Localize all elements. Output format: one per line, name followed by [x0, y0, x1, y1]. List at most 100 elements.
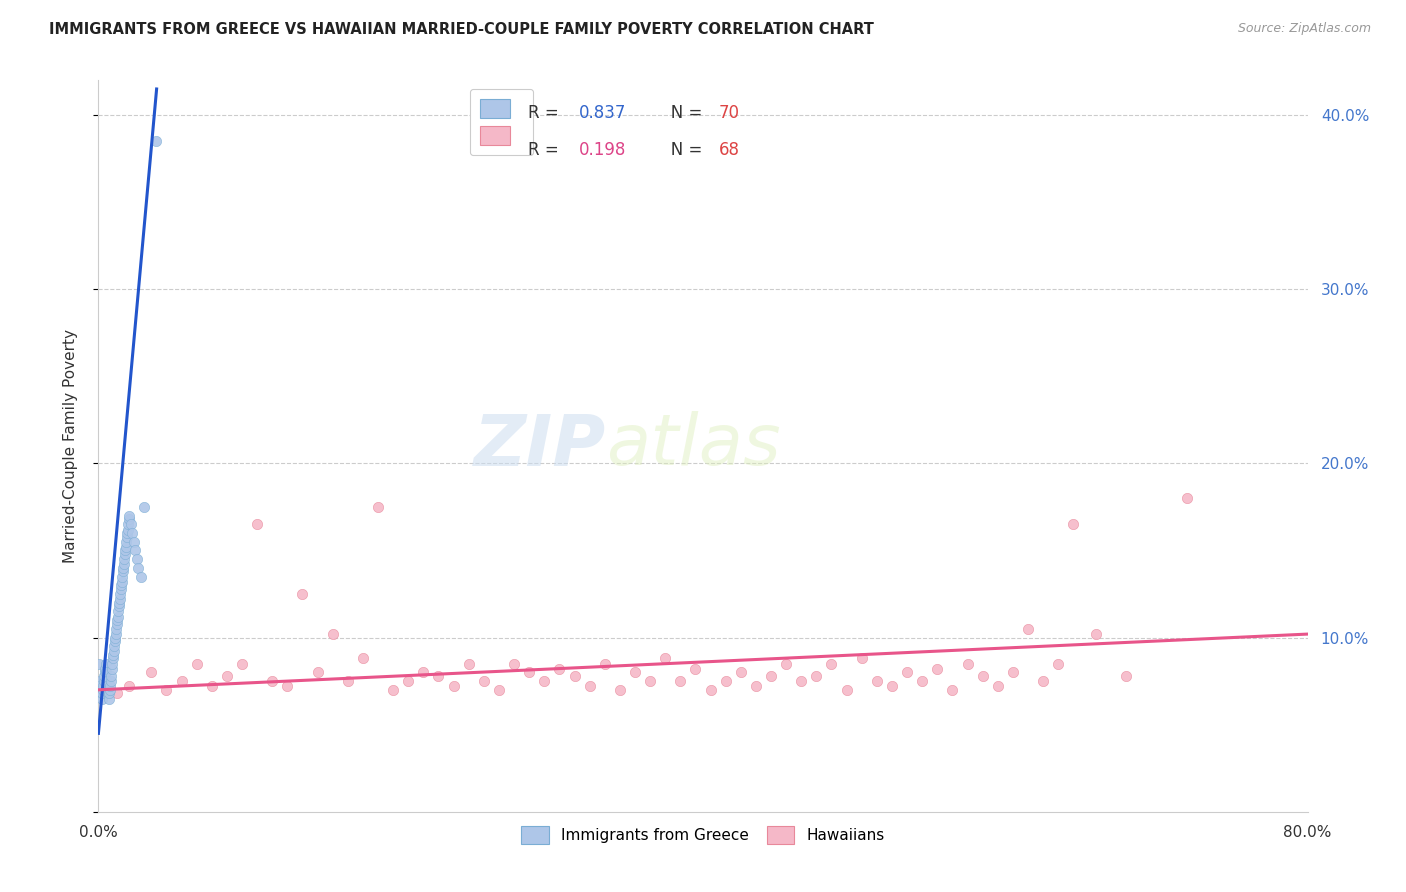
- Point: [307, 665, 329, 680]
- Point: [105, 616, 128, 631]
- Text: N =: N =: [655, 104, 707, 122]
- Point: [1017, 622, 1039, 636]
- Point: [593, 657, 616, 671]
- Point: [110, 578, 132, 592]
- Point: [745, 679, 768, 693]
- Text: 0.837: 0.837: [578, 104, 626, 122]
- Point: [201, 679, 224, 693]
- Point: [291, 587, 314, 601]
- Point: [186, 657, 208, 671]
- Point: [115, 534, 138, 549]
- Point: [100, 669, 122, 683]
- Point: [117, 523, 139, 537]
- Point: [91, 686, 114, 700]
- Point: [111, 574, 134, 589]
- Text: atlas: atlas: [606, 411, 780, 481]
- Point: [112, 558, 135, 572]
- Point: [1032, 674, 1054, 689]
- Point: [322, 627, 344, 641]
- Point: [457, 657, 479, 671]
- Point: [89, 674, 111, 689]
- Point: [105, 622, 128, 636]
- Point: [609, 682, 631, 697]
- Point: [118, 508, 141, 523]
- Point: [129, 569, 152, 583]
- Point: [90, 691, 112, 706]
- Point: [91, 679, 114, 693]
- Point: [97, 682, 120, 697]
- Point: [352, 651, 374, 665]
- Legend: Immigrants from Greece, Hawaiians: Immigrants from Greece, Hawaiians: [513, 819, 893, 852]
- Point: [93, 669, 115, 683]
- Point: [1085, 627, 1108, 641]
- Point: [108, 599, 131, 614]
- Point: [215, 669, 238, 683]
- Point: [956, 657, 979, 671]
- Point: [472, 674, 495, 689]
- Point: [91, 682, 114, 697]
- Point: [533, 674, 555, 689]
- Point: [517, 665, 540, 680]
- Point: [503, 657, 526, 671]
- Point: [1115, 669, 1137, 683]
- Point: [90, 682, 112, 697]
- Text: N =: N =: [655, 141, 707, 159]
- Point: [100, 662, 122, 676]
- Point: [564, 669, 586, 683]
- Point: [714, 674, 737, 689]
- Point: [654, 651, 676, 665]
- Point: [896, 665, 918, 680]
- Point: [98, 679, 121, 693]
- Point: [382, 682, 405, 697]
- Point: [121, 526, 143, 541]
- Point: [107, 604, 129, 618]
- Point: [117, 526, 139, 541]
- Point: [548, 662, 571, 676]
- Point: [927, 662, 949, 676]
- Text: IMMIGRANTS FROM GREECE VS HAWAIIAN MARRIED-COUPLE FAMILY POVERTY CORRELATION CHA: IMMIGRANTS FROM GREECE VS HAWAIIAN MARRI…: [49, 22, 875, 37]
- Point: [104, 631, 127, 645]
- Point: [112, 552, 135, 566]
- Point: [94, 657, 117, 671]
- Point: [93, 674, 115, 689]
- Point: [112, 561, 135, 575]
- Point: [1175, 491, 1198, 506]
- Point: [127, 561, 149, 575]
- Point: [1047, 657, 1070, 671]
- Point: [124, 543, 146, 558]
- Point: [110, 587, 132, 601]
- Text: ZIP: ZIP: [474, 411, 606, 481]
- Text: 70: 70: [718, 104, 740, 122]
- Point: [851, 651, 873, 665]
- Point: [111, 569, 134, 583]
- Point: [759, 669, 782, 683]
- Point: [110, 582, 132, 596]
- Point: [367, 500, 389, 514]
- Point: [972, 669, 994, 683]
- Point: [624, 665, 647, 680]
- Point: [94, 665, 117, 680]
- Point: [96, 679, 118, 693]
- Point: [170, 674, 193, 689]
- Text: Source: ZipAtlas.com: Source: ZipAtlas.com: [1237, 22, 1371, 36]
- Point: [638, 674, 661, 689]
- Point: [117, 517, 139, 532]
- Point: [443, 679, 465, 693]
- Point: [115, 540, 138, 554]
- Point: [118, 679, 141, 693]
- Point: [105, 686, 128, 700]
- Point: [276, 679, 298, 693]
- Point: [396, 674, 419, 689]
- Point: [120, 517, 142, 532]
- Point: [101, 651, 124, 665]
- Point: [104, 634, 127, 648]
- Point: [880, 679, 903, 693]
- Point: [730, 665, 752, 680]
- Point: [107, 609, 129, 624]
- Point: [103, 644, 125, 658]
- Point: [98, 686, 121, 700]
- Point: [488, 682, 510, 697]
- Point: [336, 674, 359, 689]
- Point: [97, 686, 120, 700]
- Point: [1001, 665, 1024, 680]
